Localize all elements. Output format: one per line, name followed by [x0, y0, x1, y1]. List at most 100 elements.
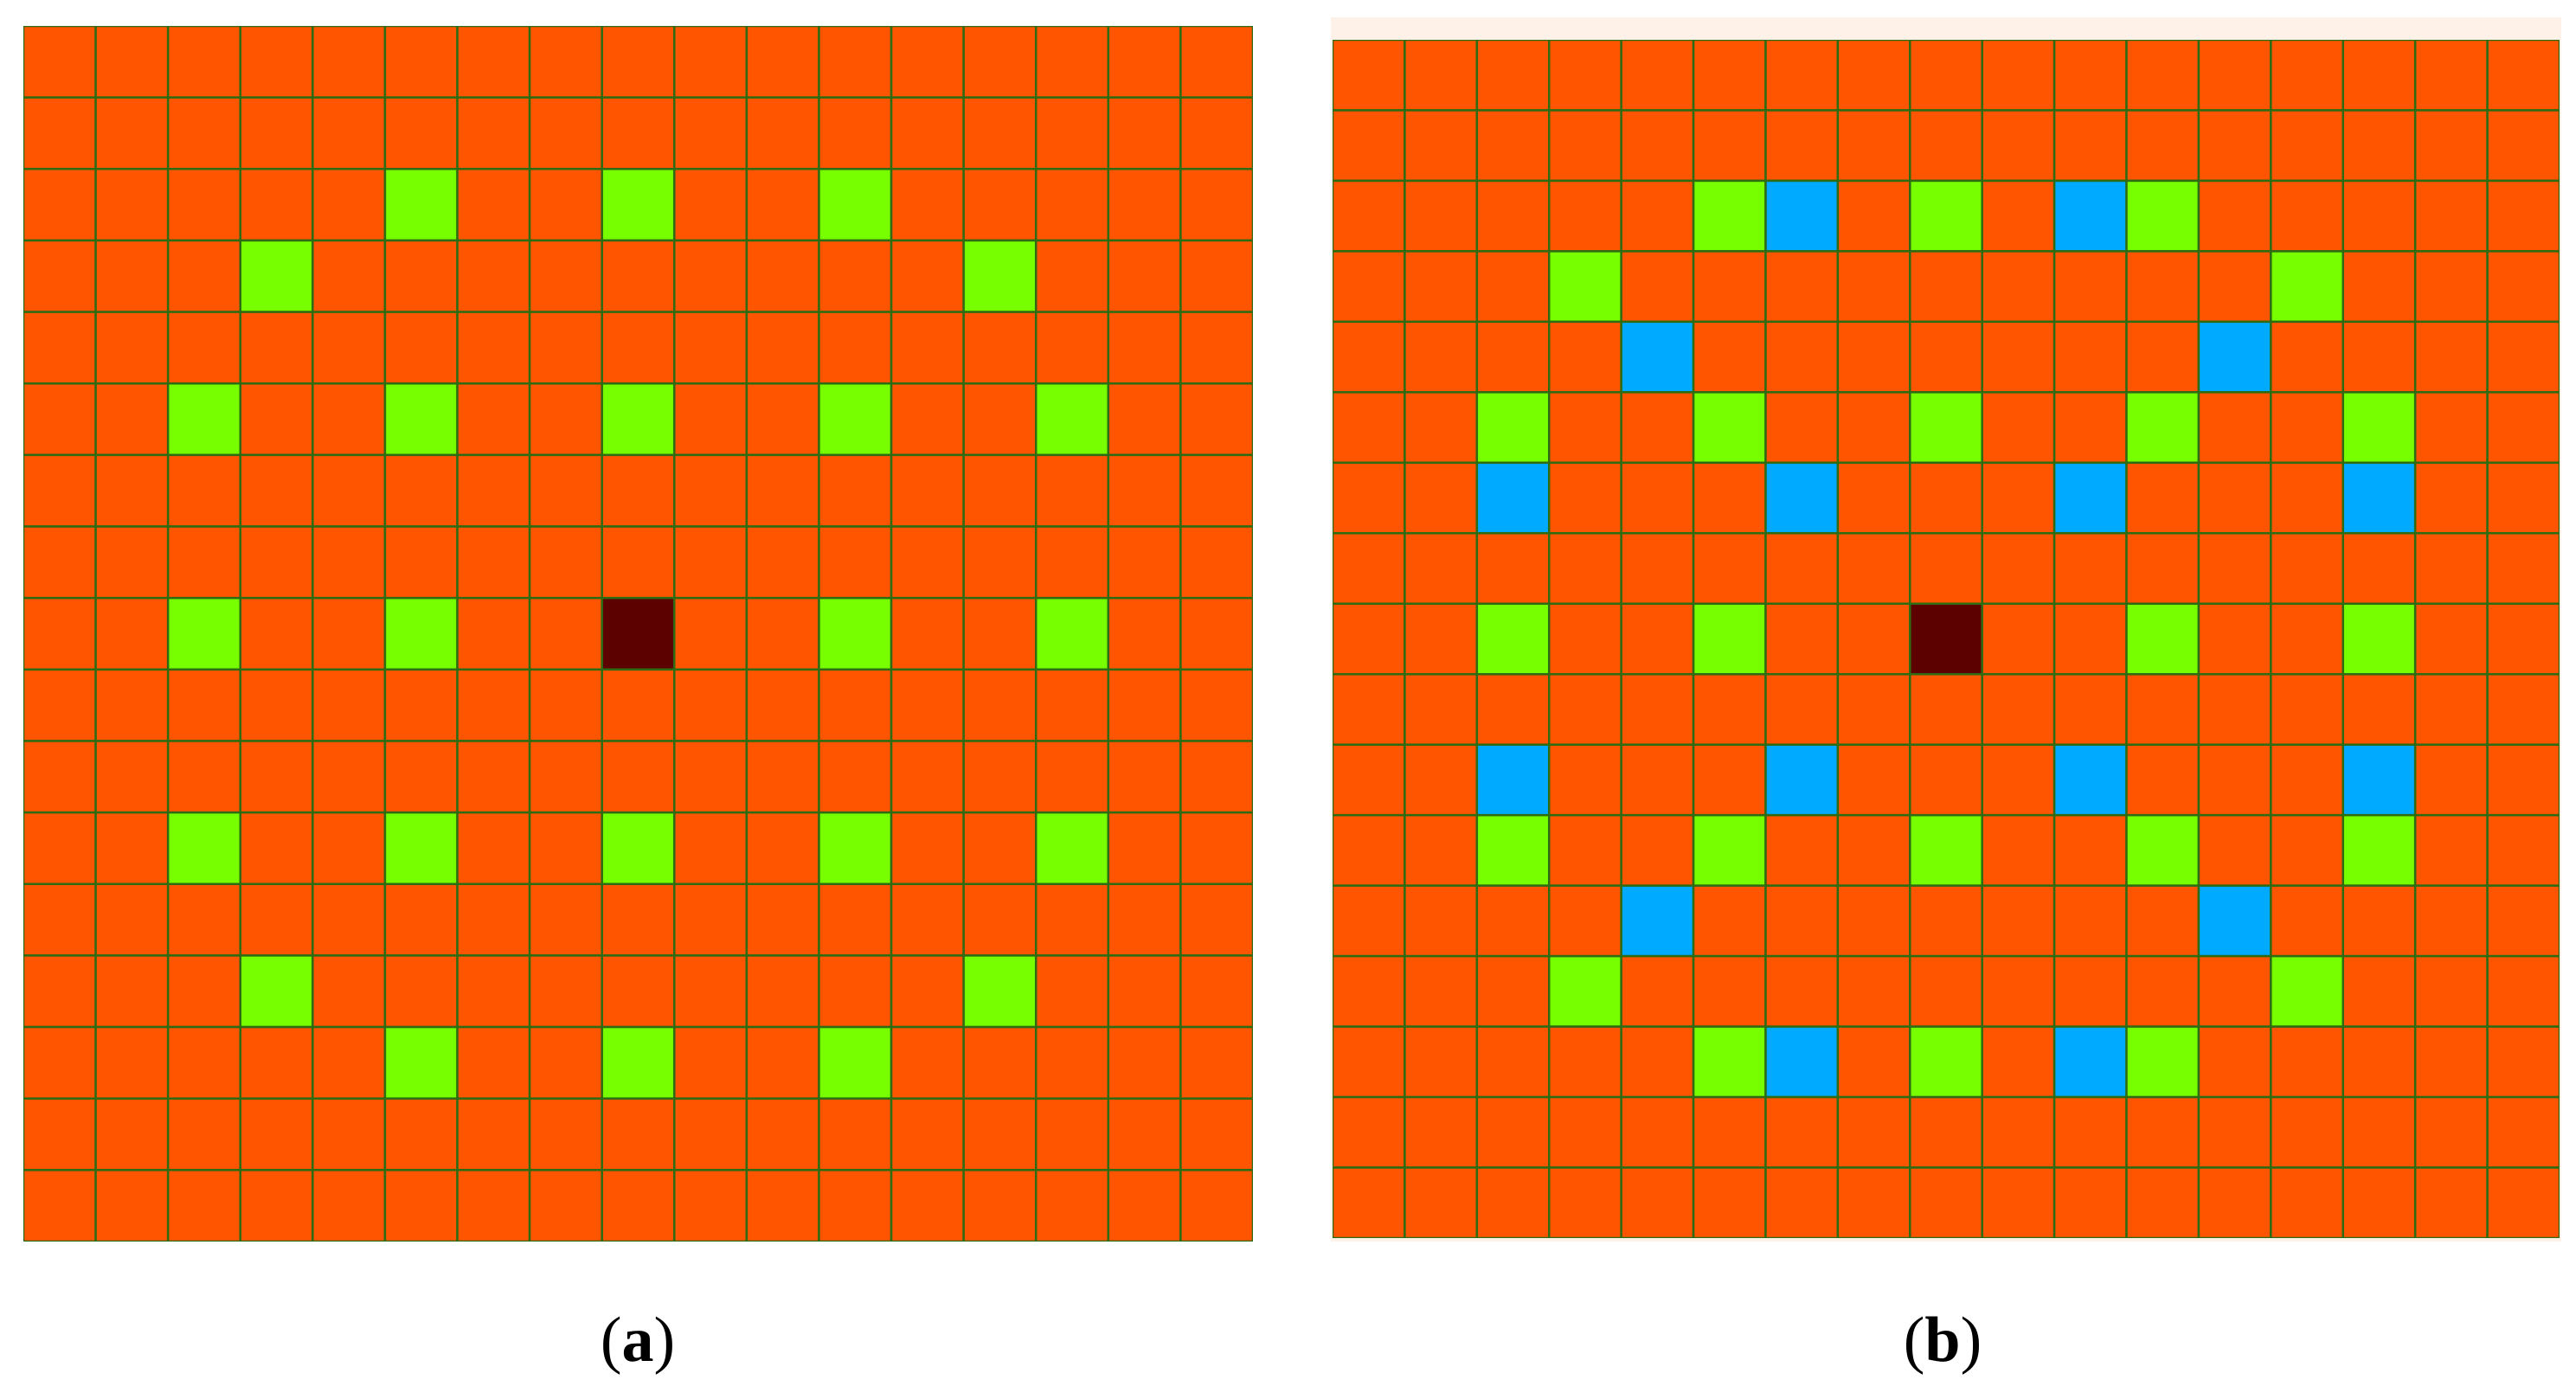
cell-b-r0-c2	[1475, 40, 1551, 112]
cell-a-r3-c8	[601, 239, 676, 313]
cell-a-r2-c1	[94, 168, 170, 242]
cell-a-r2-c16	[1179, 168, 1253, 242]
cell-a-r11-c1	[94, 811, 170, 886]
cell-a-r9-c14	[1034, 668, 1110, 742]
cell-a-r0-c11	[818, 26, 893, 99]
cell-a-r8-c12	[890, 596, 965, 671]
green-cell-b-r2-c11	[2125, 179, 2200, 253]
cell-a-r15-c2	[166, 1097, 242, 1171]
cell-a-r16-c14	[1034, 1169, 1110, 1242]
cell-b-r4-c7	[1836, 320, 1911, 394]
cell-b-r10-c9	[1981, 743, 2056, 817]
cell-b-r3-c6	[1764, 250, 1840, 324]
cell-b-r5-c1	[1404, 391, 1479, 465]
green-cell-a-r2-c5	[383, 168, 459, 242]
cell-b-r16-c0	[1333, 1166, 1406, 1238]
cell-b-r1-c14	[2342, 109, 2417, 183]
cell-a-r13-c1	[94, 954, 170, 1029]
cell-b-r16-c5	[1692, 1166, 1767, 1238]
cell-a-r2-c15	[1107, 168, 1182, 242]
cell-b-r5-c16	[2486, 391, 2560, 465]
caption-b-letter: b	[1924, 1305, 1961, 1376]
cell-a-r9-c13	[962, 668, 1037, 742]
cell-a-r4-c11	[818, 311, 893, 385]
cell-a-r9-c0	[23, 668, 97, 742]
cell-b-r5-c6	[1764, 391, 1840, 465]
cell-b-r13-c15	[2413, 954, 2489, 1028]
cell-b-r7-c6	[1764, 532, 1840, 606]
cell-a-r4-c7	[528, 311, 603, 385]
cell-b-r7-c16	[2486, 532, 2560, 606]
cell-b-r7-c3	[1547, 532, 1622, 606]
cell-a-r4-c1	[94, 311, 170, 385]
cell-a-r0-c13	[962, 26, 1037, 99]
cell-b-r1-c10	[2052, 109, 2128, 183]
cell-b-r3-c5	[1692, 250, 1767, 324]
cell-a-r12-c16	[1179, 882, 1253, 957]
cell-b-r4-c1	[1404, 320, 1479, 394]
cell-a-r11-c12	[890, 811, 965, 886]
cell-a-r4-c3	[239, 311, 314, 385]
cell-a-r7-c14	[1034, 525, 1110, 600]
cell-a-r6-c13	[962, 453, 1037, 528]
cell-b-r2-c3	[1547, 179, 1622, 253]
cell-a-r15-c4	[312, 1097, 387, 1171]
cell-a-r0-c6	[456, 26, 531, 99]
cell-a-r8-c7	[528, 596, 603, 671]
cell-b-r15-c11	[2125, 1095, 2200, 1169]
caption-a: (a)	[601, 1308, 675, 1372]
cell-a-r11-c0	[23, 811, 97, 886]
cell-a-r16-c6	[456, 1169, 531, 1242]
cell-b-r9-c11	[2125, 672, 2200, 746]
cell-a-r13-c0	[23, 954, 97, 1029]
cell-a-r10-c7	[528, 740, 603, 814]
cell-a-r16-c1	[94, 1169, 170, 1242]
cell-b-r13-c9	[1981, 954, 2056, 1028]
cell-b-r6-c0	[1333, 461, 1406, 535]
cell-b-r0-c15	[2413, 40, 2489, 112]
cell-a-r0-c12	[890, 26, 965, 99]
cell-a-r7-c6	[456, 525, 531, 600]
green-cell-b-r11-c11	[2125, 813, 2200, 887]
cell-b-r2-c2	[1475, 179, 1551, 253]
cell-b-r7-c0	[1333, 532, 1406, 606]
cell-a-r3-c9	[673, 239, 748, 313]
cell-b-r0-c6	[1764, 40, 1840, 112]
cell-b-r4-c15	[2413, 320, 2489, 394]
green-cell-b-r8-c2	[1475, 602, 1551, 676]
cell-b-r14-c15	[2413, 1025, 2489, 1099]
cell-b-r14-c9	[1981, 1025, 2056, 1099]
blue-cell-b-r4-c4	[1620, 320, 1695, 394]
cell-b-r4-c2	[1475, 320, 1551, 394]
cell-b-r5-c12	[2197, 391, 2272, 465]
cell-b-r7-c1	[1404, 532, 1479, 606]
cell-a-r0-c9	[673, 26, 748, 99]
cell-b-r12-c8	[1909, 884, 1983, 958]
cell-a-r6-c4	[312, 453, 387, 528]
green-cell-a-r5-c11	[818, 382, 893, 457]
blue-cell-b-r6-c6	[1764, 461, 1840, 535]
cell-a-r12-c4	[312, 882, 387, 957]
cell-b-r16-c10	[2052, 1166, 2128, 1238]
cell-b-r5-c10	[2052, 391, 2128, 465]
cell-b-r7-c15	[2413, 532, 2489, 606]
center-cell-b-r8-c8	[1909, 602, 1983, 676]
cell-a-r13-c12	[890, 954, 965, 1029]
green-cell-b-r14-c11	[2125, 1025, 2200, 1099]
cell-a-r10-c0	[23, 740, 97, 814]
cell-a-r15-c11	[818, 1097, 893, 1171]
cell-a-r5-c6	[456, 382, 531, 457]
cell-a-r10-c5	[383, 740, 459, 814]
cell-b-r13-c0	[1333, 954, 1406, 1028]
cell-a-r6-c16	[1179, 453, 1253, 528]
cell-a-r10-c3	[239, 740, 314, 814]
cell-a-r3-c2	[166, 239, 242, 313]
cell-b-r10-c4	[1620, 743, 1695, 817]
green-cell-a-r14-c5	[383, 1025, 459, 1100]
cell-a-r3-c16	[1179, 239, 1253, 313]
cell-a-r10-c13	[962, 740, 1037, 814]
cell-a-r7-c10	[745, 525, 820, 600]
cell-b-r7-c5	[1692, 532, 1767, 606]
cell-b-r8-c6	[1764, 602, 1840, 676]
cell-a-r14-c7	[528, 1025, 603, 1100]
